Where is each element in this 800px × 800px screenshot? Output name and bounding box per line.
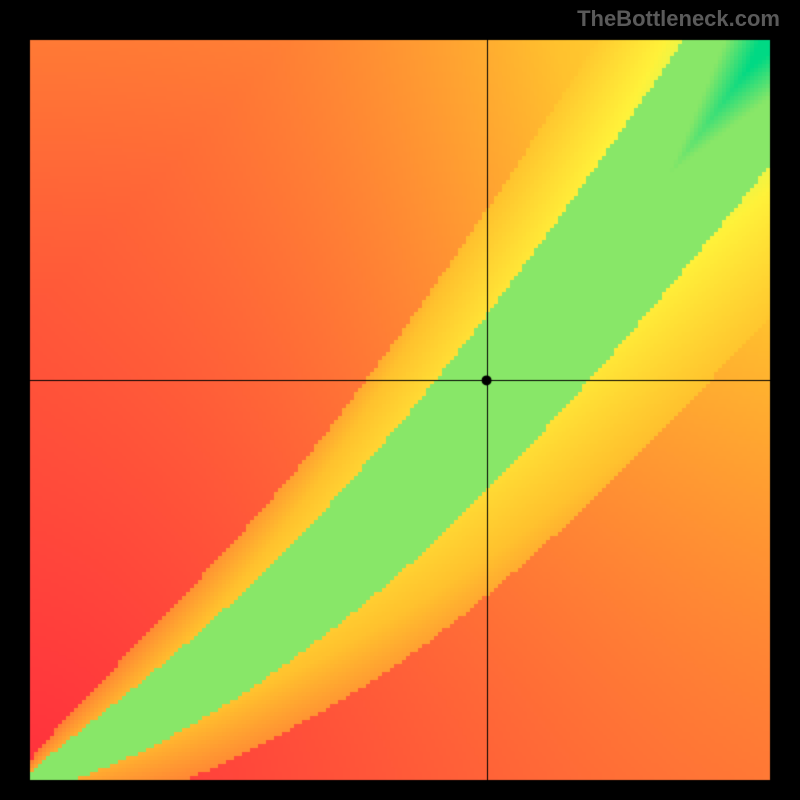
bottleneck-heatmap xyxy=(0,0,800,800)
chart-container: { "watermark": { "text": "TheBottleneck.… xyxy=(0,0,800,800)
watermark-text: TheBottleneck.com xyxy=(577,6,780,32)
